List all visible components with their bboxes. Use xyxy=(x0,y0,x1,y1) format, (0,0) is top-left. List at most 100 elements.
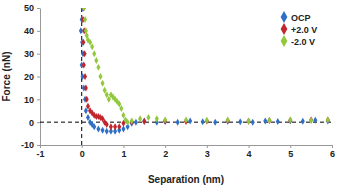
x-tick-mark xyxy=(123,145,124,148)
point xyxy=(113,123,117,130)
legend: OCP +2.0 V -2.0 V xyxy=(281,11,318,47)
x-tick-mark xyxy=(82,145,83,148)
point xyxy=(188,118,192,125)
point xyxy=(82,62,86,69)
x-tick-label: 1 xyxy=(121,149,126,159)
point xyxy=(119,105,123,112)
y-tick: 30 xyxy=(24,49,40,59)
point xyxy=(81,39,85,46)
point xyxy=(96,126,100,133)
point xyxy=(247,118,251,125)
y-tick-label: 50 xyxy=(24,3,34,13)
point xyxy=(94,57,98,64)
point xyxy=(92,50,96,57)
point xyxy=(142,118,146,125)
point xyxy=(90,43,94,50)
legend-item: -2.0 V xyxy=(281,35,315,47)
point xyxy=(126,119,130,126)
point xyxy=(83,73,87,80)
point xyxy=(83,50,87,57)
y-tick-label: 10 xyxy=(24,95,34,105)
point xyxy=(101,127,105,134)
x-tick-label: 0 xyxy=(80,149,85,159)
legend-label: -2.0 V xyxy=(291,37,315,47)
point xyxy=(205,117,209,124)
point xyxy=(105,128,109,135)
point xyxy=(288,117,292,124)
point xyxy=(82,8,86,11)
point xyxy=(238,118,242,125)
point xyxy=(84,84,88,91)
point xyxy=(105,121,109,128)
x-tick-label: 4 xyxy=(247,149,252,159)
point xyxy=(184,116,188,123)
points xyxy=(79,8,330,135)
x-axis-title: Separation (nm) xyxy=(148,174,224,185)
x-axis: -1 0 1 2 3 4 5 6 xyxy=(36,145,335,159)
y-tick-label: 20 xyxy=(24,72,34,82)
point xyxy=(313,117,317,124)
x-tick: 0 xyxy=(80,145,85,159)
point xyxy=(267,117,271,124)
point xyxy=(247,118,251,125)
plot: -10123456-1001020304050 xyxy=(21,3,335,159)
x-tick-mark xyxy=(165,145,166,148)
y-tick: -10 xyxy=(21,140,40,150)
x-tick: -1 xyxy=(36,145,44,159)
point xyxy=(109,123,113,130)
x-tick: 4 xyxy=(247,145,252,159)
point xyxy=(326,116,330,123)
point xyxy=(155,115,159,122)
x-tick-mark xyxy=(207,145,208,148)
point xyxy=(326,116,330,123)
point xyxy=(267,117,271,124)
point xyxy=(288,117,292,124)
legend-item: +2.0 V xyxy=(281,23,318,35)
point xyxy=(251,119,255,126)
point xyxy=(92,123,96,130)
x-tick-label: 6 xyxy=(330,149,335,159)
legend-label: +2.0 V xyxy=(291,25,317,35)
point xyxy=(213,119,217,126)
reference-lines xyxy=(40,8,332,145)
point xyxy=(96,64,100,71)
point xyxy=(288,116,292,123)
y-tick: 10 xyxy=(24,95,40,105)
series xyxy=(81,8,330,130)
x-tick-label: 3 xyxy=(205,149,210,159)
point xyxy=(83,16,87,23)
series xyxy=(79,8,330,135)
x-tick-mark xyxy=(249,145,250,148)
x-tick: 5 xyxy=(288,145,293,159)
y-tick-label: -10 xyxy=(21,140,34,150)
point xyxy=(309,117,313,124)
point xyxy=(301,118,305,125)
x-tick-mark xyxy=(290,145,291,148)
y-axis-title: Force (nN) xyxy=(1,52,12,102)
point xyxy=(205,118,209,125)
y-tick: 0 xyxy=(29,118,40,128)
y-tick-mark xyxy=(37,145,40,146)
y-tick-mark xyxy=(37,99,40,100)
y-tick-mark xyxy=(37,77,40,78)
point xyxy=(82,8,86,11)
point xyxy=(134,119,138,126)
x-tick-label: -1 xyxy=(36,149,44,159)
x-tick-label: 5 xyxy=(288,149,293,159)
legend-item: OCP xyxy=(281,11,311,23)
y-tick-label: 0 xyxy=(29,118,34,128)
x-tick-label: 2 xyxy=(163,149,168,159)
point xyxy=(98,73,102,80)
y-tick: 50 xyxy=(24,3,40,13)
y-axis: -1001020304050 xyxy=(21,3,41,150)
point xyxy=(226,116,230,123)
legend-marker xyxy=(281,11,288,23)
y-tick-mark xyxy=(37,122,40,123)
legend-marker xyxy=(281,35,288,47)
point xyxy=(163,116,167,123)
y-tick-mark xyxy=(37,31,40,32)
legend-marker xyxy=(281,23,288,35)
point xyxy=(263,118,267,125)
point xyxy=(138,115,142,122)
y-tick: 20 xyxy=(24,72,40,82)
